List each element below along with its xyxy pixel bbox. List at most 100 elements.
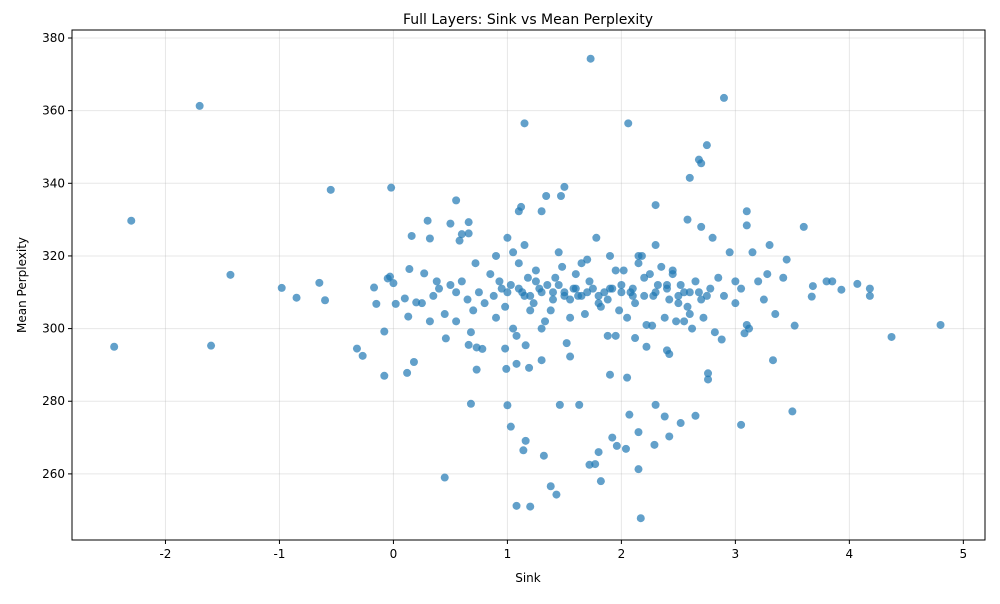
point: [405, 265, 414, 274]
point: [537, 288, 546, 297]
point: [853, 279, 862, 288]
point: [634, 428, 643, 437]
point: [560, 182, 569, 191]
point: [506, 422, 515, 431]
point: [628, 284, 637, 293]
point: [425, 234, 434, 243]
point: [691, 411, 700, 420]
point: [110, 342, 119, 351]
point: [680, 288, 689, 297]
point: [492, 251, 501, 260]
point: [566, 295, 575, 304]
point: [674, 299, 683, 308]
point: [808, 282, 817, 291]
point: [542, 192, 551, 201]
point: [429, 291, 438, 300]
point: [651, 400, 660, 409]
point: [495, 277, 504, 286]
point: [509, 248, 518, 257]
point: [640, 273, 649, 282]
point: [779, 273, 788, 282]
point: [668, 270, 677, 279]
point: [782, 255, 791, 264]
point: [315, 278, 324, 287]
point: [512, 331, 521, 340]
point: [352, 344, 361, 353]
point: [446, 281, 455, 289]
x-tick-label: 5: [960, 547, 968, 561]
point: [520, 119, 529, 128]
x-axis-label: Sink: [515, 571, 541, 585]
x-tick-label: 0: [390, 547, 398, 561]
point: [822, 277, 831, 286]
point: [372, 299, 381, 308]
point: [640, 291, 649, 300]
point: [549, 288, 558, 297]
point: [650, 440, 659, 449]
point: [742, 221, 751, 230]
point: [672, 317, 681, 326]
point: [521, 436, 530, 445]
point: [292, 293, 301, 302]
point: [642, 320, 651, 329]
point: [583, 288, 592, 297]
point: [560, 291, 569, 300]
point: [400, 294, 409, 303]
point: [688, 324, 697, 333]
point: [489, 291, 498, 300]
point: [321, 296, 330, 305]
y-tick-label: 360: [42, 104, 65, 118]
point: [480, 299, 489, 308]
point: [691, 277, 700, 286]
point: [537, 356, 546, 365]
point: [674, 291, 683, 300]
point: [514, 284, 523, 293]
point: [697, 295, 706, 304]
point: [556, 192, 565, 201]
y-tick-label: 320: [42, 249, 65, 263]
point: [452, 317, 461, 326]
point: [702, 291, 711, 300]
x-tick-label: -1: [273, 547, 285, 561]
point: [446, 219, 455, 228]
point: [725, 248, 734, 257]
point: [551, 273, 560, 282]
point: [748, 248, 757, 257]
point: [358, 351, 367, 360]
point: [554, 248, 563, 257]
y-tick-label: 380: [42, 31, 65, 45]
point: [596, 302, 605, 311]
point: [651, 241, 660, 250]
point: [615, 306, 624, 315]
point: [608, 433, 617, 442]
point: [745, 324, 754, 333]
point: [799, 222, 808, 231]
point: [621, 444, 630, 453]
point: [704, 375, 713, 384]
point: [552, 490, 561, 499]
point: [463, 295, 472, 304]
point: [603, 295, 612, 304]
point: [634, 465, 643, 474]
point: [417, 299, 426, 308]
point: [697, 159, 706, 168]
point: [531, 277, 540, 286]
point: [636, 514, 645, 523]
point: [683, 302, 692, 311]
point: [714, 273, 723, 282]
point: [592, 233, 601, 242]
point: [685, 310, 694, 319]
point: [555, 400, 564, 409]
point: [624, 119, 633, 128]
y-tick-label: 280: [42, 394, 65, 408]
point: [520, 241, 529, 250]
x-tick-label: 3: [732, 547, 740, 561]
point: [676, 281, 685, 289]
point: [546, 306, 555, 315]
point: [571, 270, 580, 279]
point: [469, 306, 478, 315]
point: [472, 343, 481, 352]
point: [719, 93, 728, 102]
